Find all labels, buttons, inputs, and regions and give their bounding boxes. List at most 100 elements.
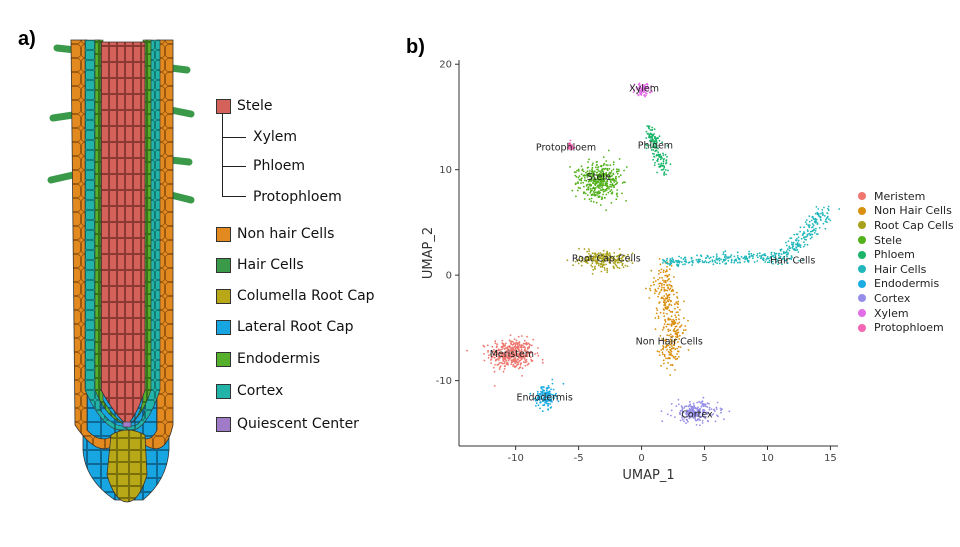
data-point	[590, 184, 593, 186]
legend-dot	[858, 192, 866, 201]
data-point	[602, 164, 605, 167]
data-point	[662, 348, 665, 351]
legend-label: Lateral Root Cap	[237, 319, 354, 335]
data-point	[637, 88, 640, 91]
data-point	[805, 219, 808, 222]
data-point	[645, 87, 647, 90]
data-point	[508, 345, 511, 347]
data-point	[611, 184, 613, 186]
data-point	[775, 260, 778, 263]
data-point	[743, 256, 746, 259]
data-point	[506, 362, 509, 365]
legend-entry-endodermis: Endodermis	[858, 277, 954, 292]
data-point	[612, 163, 615, 166]
data-point	[660, 296, 663, 299]
data-point	[791, 247, 794, 249]
data-point	[811, 229, 814, 232]
data-point	[617, 168, 620, 171]
data-point	[695, 413, 697, 416]
data-point	[522, 346, 525, 349]
legend-entry-label: Endodermis	[874, 277, 940, 291]
data-point	[797, 251, 800, 253]
data-point	[552, 388, 555, 391]
data-point	[601, 266, 604, 268]
data-point	[521, 357, 523, 359]
data-point	[618, 175, 620, 178]
data-point	[488, 354, 490, 357]
data-point	[822, 214, 824, 217]
data-point	[621, 256, 624, 259]
data-point	[669, 163, 672, 166]
data-point	[672, 335, 674, 338]
data-point	[587, 188, 590, 191]
data-point	[736, 251, 739, 254]
data-point	[683, 300, 685, 303]
data-point	[725, 256, 728, 258]
data-point	[616, 192, 618, 195]
data-point	[520, 335, 523, 337]
data-point	[793, 233, 796, 236]
data-point	[825, 218, 827, 221]
data-point	[576, 259, 579, 261]
data-point	[624, 181, 626, 184]
data-point	[612, 173, 615, 176]
data-point	[601, 264, 604, 267]
data-point	[509, 357, 512, 359]
data-point	[516, 343, 519, 346]
data-point	[680, 261, 683, 263]
data-point	[733, 261, 736, 264]
data-point	[724, 259, 726, 262]
x-tick-label: 15	[824, 453, 837, 464]
data-point	[653, 133, 655, 135]
data-point	[640, 92, 643, 95]
data-point	[672, 356, 675, 358]
data-point	[657, 163, 660, 166]
data-point	[483, 345, 486, 348]
data-point	[663, 323, 666, 325]
data-point	[541, 388, 544, 391]
data-point	[616, 195, 619, 198]
y-axis-label: UMAP_2	[421, 227, 436, 279]
data-point	[529, 392, 532, 395]
data-point	[658, 135, 661, 138]
data-point	[645, 147, 648, 150]
data-point	[507, 363, 509, 366]
data-point	[513, 342, 515, 344]
legend-item-columella-root-cap: Columella Root Cap	[216, 288, 375, 304]
data-point	[521, 367, 524, 370]
data-point	[685, 409, 688, 412]
data-point	[600, 198, 603, 201]
data-point	[725, 258, 727, 260]
data-point	[627, 253, 629, 256]
data-point	[517, 356, 520, 359]
data-point	[586, 250, 589, 253]
x-tick-label: 10	[761, 453, 774, 464]
data-point	[609, 180, 612, 182]
data-point	[769, 257, 771, 259]
data-point	[580, 264, 583, 267]
data-point	[577, 262, 580, 265]
data-point	[674, 416, 676, 418]
data-point	[648, 91, 651, 94]
data-point	[593, 255, 596, 258]
data-point	[665, 161, 668, 164]
data-point	[773, 256, 776, 259]
data-point	[605, 209, 607, 212]
data-point	[667, 287, 670, 290]
data-point	[495, 346, 498, 349]
data-point	[811, 226, 813, 229]
data-point	[677, 311, 679, 313]
data-point	[674, 348, 677, 351]
cluster-label-phloem: Phloem	[638, 140, 673, 151]
data-point	[490, 350, 493, 353]
data-point	[764, 254, 767, 257]
data-point	[576, 189, 579, 192]
data-point	[601, 169, 603, 172]
legend-dot	[858, 236, 866, 245]
data-point	[616, 189, 619, 191]
data-point	[827, 207, 829, 210]
data-point	[612, 168, 615, 171]
legend-label: Non hair Cells	[237, 226, 335, 242]
data-point	[657, 295, 659, 298]
data-point	[768, 259, 771, 262]
